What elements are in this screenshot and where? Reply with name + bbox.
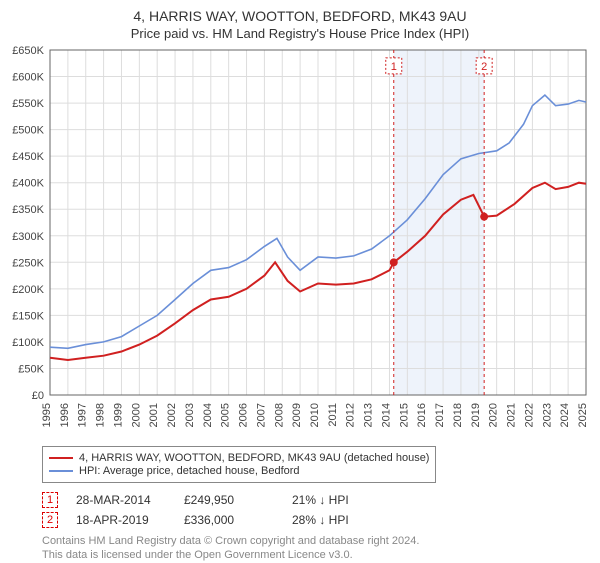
y-tick-label: £350K [12,204,44,216]
line-chart: £0 £50K £100K £150K £200K £250K £300K £350K £400… [0,0,600,445]
x-tick-label: 2011 [327,403,339,427]
y-tick-label: £150K [12,310,44,322]
y-tick-label: £400K [12,178,44,190]
x-tick-label: 2004 [202,403,214,427]
x-tick-label: 2023 [541,403,553,427]
x-tick-label: 2007 [255,403,267,427]
x-tick-label: 1995 [41,403,53,427]
x-tick-label: 2006 [238,403,250,427]
x-tick-label: 1996 [59,403,71,427]
sale-row: 2 18-APR-2019 £336,000 28% ↓ HPI [42,512,382,528]
x-tick-label: 2003 [184,403,196,427]
x-tick-label: 1999 [112,403,124,427]
sale-marker-num: 1 [391,61,397,73]
credit-line-1: Contains HM Land Registry data © Crown c… [42,534,419,548]
x-tick-label: 2010 [309,403,321,427]
sale-price: £249,950 [184,493,274,507]
x-tick-label: 2009 [291,403,303,427]
sale-marker-dot [480,213,488,221]
sale-delta: 21% ↓ HPI [292,493,382,507]
x-tick-label: 2017 [434,403,446,427]
sale-mark: 1 [42,492,58,508]
chart-container: 4, HARRIS WAY, WOOTTON, BEDFORD, MK43 9A… [0,0,600,560]
sale-date: 18-APR-2019 [76,513,166,527]
sale-marker-dot [390,258,398,266]
x-tick-label: 1998 [95,403,107,427]
y-tick-label: £0 [32,390,44,402]
legend-label: 4, HARRIS WAY, WOOTTON, BEDFORD, MK43 9A… [79,452,429,464]
sales-table: 1 28-MAR-2014 £249,950 21% ↓ HPI 2 18-APR-201… [42,488,382,532]
x-tick-label: 2022 [523,403,535,427]
y-tick-label: £300K [12,231,44,243]
sale-price: £336,000 [184,513,274,527]
y-tick-label: £100K [12,337,44,349]
x-tick-label: 2002 [166,403,178,427]
sale-delta: 28% ↓ HPI [292,513,382,527]
x-tick-label: 2013 [363,403,375,427]
x-tick-label: 2015 [398,403,410,427]
x-tick-label: 2012 [345,403,357,427]
legend-swatch [49,470,73,472]
x-tick-label: 2018 [452,403,464,427]
y-tick-label: £500K [12,125,44,137]
credit-line-2: This data is licensed under the Open Gov… [42,548,419,562]
legend-swatch [49,457,73,459]
y-tick-label: £450K [12,151,44,163]
x-tick-label: 2020 [488,403,500,427]
sale-marker-num: 2 [481,61,487,73]
x-tick-label: 1997 [77,403,89,427]
y-tick-label: £250K [12,257,44,269]
x-tick-label: 2005 [220,403,232,427]
x-tick-label: 2025 [577,403,589,427]
x-tick-label: 2008 [273,403,285,427]
x-tick-label: 2014 [380,403,392,427]
y-tick-label: £50K [18,363,44,375]
y-tick-label: £550K [12,98,44,110]
x-tick-label: 2000 [130,403,142,427]
legend-label: HPI: Average price, detached house, Bedf… [79,465,300,477]
sale-mark: 2 [42,512,58,528]
legend: 4, HARRIS WAY, WOOTTON, BEDFORD, MK43 9A… [42,446,436,483]
credit-text: Contains HM Land Registry data © Crown c… [42,534,419,563]
legend-item: HPI: Average price, detached house, Bedf… [49,465,429,477]
x-tick-label: 2021 [506,403,518,427]
y-tick-label: £200K [12,284,44,296]
x-tick-label: 2019 [470,403,482,427]
legend-item: 4, HARRIS WAY, WOOTTON, BEDFORD, MK43 9A… [49,452,429,464]
x-tick-label: 2001 [148,403,160,427]
y-tick-label: £600K [12,72,44,84]
y-tick-label: £650K [12,45,44,57]
x-tick-label: 2024 [559,403,571,427]
x-tick-label: 2016 [416,403,428,427]
sale-date: 28-MAR-2014 [76,493,166,507]
sale-row: 1 28-MAR-2014 £249,950 21% ↓ HPI [42,492,382,508]
